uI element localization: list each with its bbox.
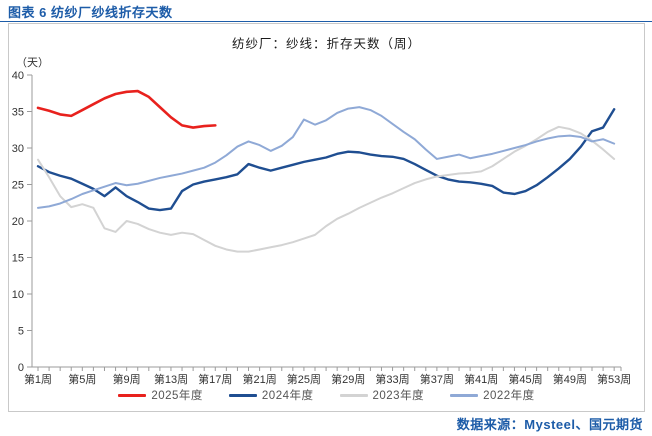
y-tick-label: 15 bbox=[12, 253, 24, 265]
legend-swatch-2022 bbox=[450, 393, 479, 397]
y-axis-unit-label: （天） bbox=[16, 57, 49, 69]
x-tick-label: 第29周 bbox=[331, 372, 365, 386]
x-tick-label: 第25周 bbox=[287, 372, 321, 386]
x-tick-label: 第21周 bbox=[242, 372, 276, 386]
figure-title: 图表 6 纺纱厂纱线折存天数 bbox=[8, 5, 173, 20]
legend-item-2022: 2022年度 bbox=[450, 387, 535, 403]
data-source-note: 数据来源：Mysteel、国元期货 bbox=[456, 417, 643, 432]
series-line-2023 bbox=[37, 125, 616, 253]
y-tick-label: 35 bbox=[12, 107, 24, 119]
y-tick-label: 10 bbox=[12, 289, 24, 301]
x-tick-label: 第37周 bbox=[420, 372, 454, 386]
legend-item-2023: 2023年度 bbox=[339, 387, 425, 403]
legend-item-2024: 2024年度 bbox=[228, 387, 314, 403]
chart-legend: 2025年度 2024年度 2023年度 2022年度 bbox=[9, 387, 644, 403]
chart-frame: 纺纱厂：纱线：折存天数（周） （天） 0 5 10 15 20 25 30 35 40 第1周 第5… bbox=[8, 23, 645, 412]
legend-label-2023: 2023年度 bbox=[372, 390, 425, 402]
y-tick-label: 5 bbox=[18, 326, 24, 338]
legend-swatch-2025 bbox=[118, 393, 147, 397]
series-line-2024 bbox=[36, 108, 616, 212]
x-tick-label: 第17周 bbox=[198, 372, 232, 386]
series-line-2025 bbox=[36, 89, 217, 129]
x-tick-label: 第9周 bbox=[113, 372, 141, 386]
x-tick-label: 第45周 bbox=[508, 372, 542, 386]
y-tick-label: 25 bbox=[12, 180, 24, 192]
x-tick-label: 第1周 bbox=[24, 372, 52, 386]
y-tick-label: 20 bbox=[12, 216, 24, 228]
figure-header: 图表 6 纺纱厂纱线折存天数 bbox=[0, 0, 652, 22]
legend-swatch-2023 bbox=[339, 393, 368, 397]
x-tick-label: 第53周 bbox=[597, 372, 631, 386]
legend-item-2025: 2025年度 bbox=[118, 387, 203, 403]
x-tick-label: 第13周 bbox=[154, 372, 188, 386]
line-chart-plot: 0 5 10 15 20 25 30 35 40 第1周 第5周 第9周 第13周 第17周 第21周 第25… bbox=[12, 70, 632, 386]
legend-label-2024: 2024年度 bbox=[261, 390, 314, 402]
x-tick-label: 第41周 bbox=[464, 372, 498, 386]
legend-label-2025: 2025年度 bbox=[151, 390, 203, 402]
chart-title: 纺纱厂：纱线：折存天数（周） bbox=[231, 37, 421, 51]
series-line-2022 bbox=[37, 106, 616, 209]
y-tick-label: 40 bbox=[12, 70, 24, 82]
y-tick-label: 30 bbox=[12, 143, 24, 155]
x-tick-label: 第49周 bbox=[553, 372, 587, 386]
legend-swatch-2024 bbox=[228, 393, 257, 397]
x-tick-label: 第33周 bbox=[375, 372, 409, 386]
x-tick-label: 第5周 bbox=[68, 372, 96, 386]
legend-label-2022: 2022年度 bbox=[483, 390, 535, 402]
y-tick-label: 0 bbox=[18, 362, 24, 374]
